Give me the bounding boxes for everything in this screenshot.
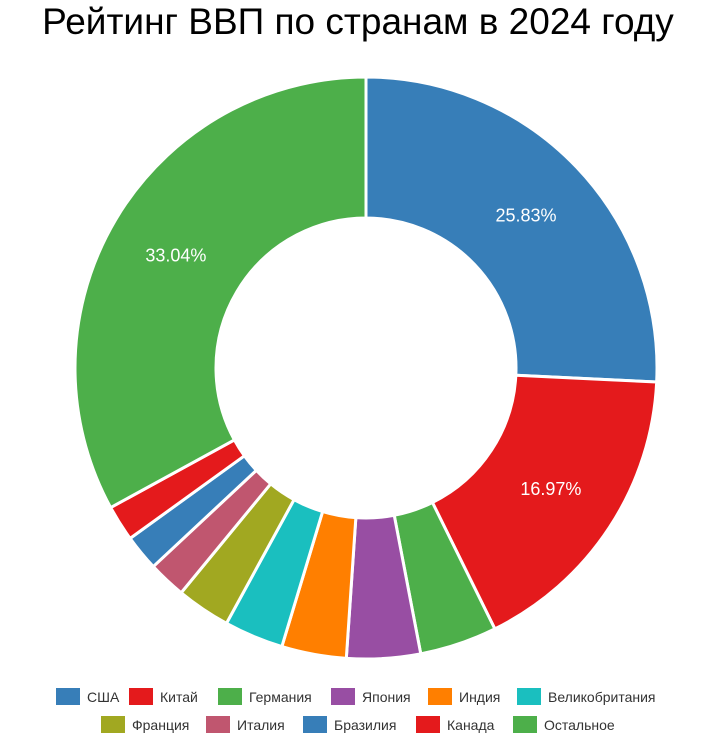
legend-label: Остальное (544, 717, 615, 733)
legend-swatch (331, 688, 355, 705)
legend-swatch (56, 688, 80, 705)
legend-row: Франция Италия Бразилия Канада Остальное (0, 712, 716, 738)
legend-row: США Китай Германия Япония Индия Великобритани… (0, 684, 716, 710)
legend-swatch (428, 688, 452, 705)
legend-swatch (129, 688, 153, 705)
legend-label: Великобритания (548, 689, 656, 705)
legend-swatch (303, 716, 327, 733)
legend-label: Италия (237, 717, 285, 733)
slice-label-сша: 25.83% (495, 206, 556, 226)
chart-title: Рейтинг ВВП по странам в 2024 году (42, 1, 674, 42)
legend-label: Германия (249, 689, 312, 705)
legend-swatch (101, 716, 125, 733)
legend-swatch (517, 688, 541, 705)
slice-остальное[interactable] (73, 75, 368, 510)
slice-китай[interactable] (430, 373, 659, 631)
legend-label: Бразилия (334, 717, 397, 733)
donut-chart: 25.83% 16.97% 33.04% (73, 75, 659, 661)
legend-label: США (87, 689, 120, 705)
slice-сша[interactable] (364, 75, 659, 384)
legend-label: Япония (362, 689, 411, 705)
legend-swatch (206, 716, 230, 733)
slice-label-китай: 16.97% (520, 479, 581, 499)
legend-label: Франция (132, 717, 190, 733)
legend-swatch (218, 688, 242, 705)
legend-swatch (416, 716, 440, 733)
legend-label: Китай (160, 689, 198, 705)
legend-label: Канада (447, 717, 495, 733)
legend-label: Индия (459, 689, 501, 705)
legend-swatch (513, 716, 537, 733)
slice-label-остальное: 33.04% (145, 245, 206, 265)
